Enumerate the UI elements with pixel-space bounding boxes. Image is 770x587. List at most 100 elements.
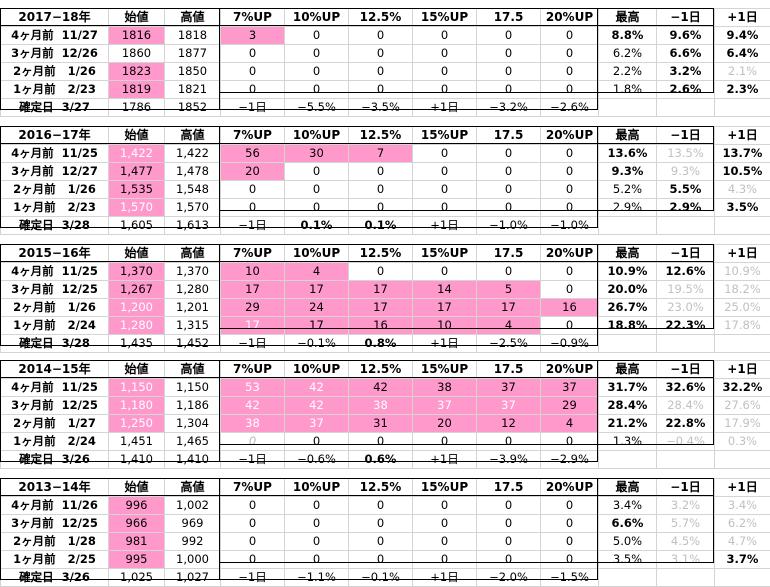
cell[interactable]: 24 [285, 299, 349, 317]
cell[interactable]: 1786 [109, 99, 165, 117]
cell[interactable]: 3.5% [715, 199, 770, 217]
cell[interactable]: 4 [541, 415, 599, 433]
column-header[interactable]: 最高 [599, 245, 657, 263]
cell[interactable] [599, 569, 657, 587]
cell[interactable]: −1日 [221, 569, 285, 587]
cell[interactable]: −1日 [221, 99, 285, 117]
column-header[interactable]: 20%UP [541, 361, 599, 379]
cell[interactable] [599, 217, 657, 235]
cell[interactable]: 1,422 [109, 145, 165, 163]
cell[interactable]: 0 [477, 199, 541, 217]
cell[interactable]: 10 [221, 263, 285, 281]
cell[interactable]: 1,605 [109, 217, 165, 235]
cell[interactable]: 0 [349, 181, 413, 199]
cell[interactable]: 1,570 [165, 199, 221, 217]
cell[interactable]: 21.2% [599, 415, 657, 433]
cell[interactable]: 0 [541, 181, 599, 199]
cell[interactable]: 1,613 [165, 217, 221, 235]
cell[interactable]: 0 [349, 45, 413, 63]
year-title[interactable]: 2016−17年 [1, 127, 109, 145]
cell[interactable]: 0 [349, 63, 413, 81]
cell[interactable]: 0 [221, 81, 285, 99]
column-header[interactable]: 12.5% [349, 127, 413, 145]
cell[interactable]: 17 [285, 317, 349, 335]
cell[interactable]: 5 [477, 281, 541, 299]
cell[interactable]: 13.7% [715, 145, 770, 163]
cell[interactable]: 0 [349, 433, 413, 451]
year-title[interactable]: 2015−16年 [1, 245, 109, 263]
cell[interactable]: 37 [477, 379, 541, 397]
cell[interactable]: 1,201 [165, 299, 221, 317]
cell[interactable]: 1819 [109, 81, 165, 99]
cell[interactable]: 0 [413, 497, 477, 515]
column-header[interactable]: 高値 [165, 361, 221, 379]
cell[interactable] [715, 99, 770, 117]
cell[interactable]: 23.0% [657, 299, 715, 317]
cell[interactable] [657, 335, 715, 353]
cell[interactable]: 20.0% [599, 281, 657, 299]
cell[interactable]: 0 [413, 27, 477, 45]
cell[interactable]: 0 [541, 199, 599, 217]
cell[interactable]: 17 [349, 299, 413, 317]
cell[interactable]: 56 [221, 145, 285, 163]
column-header[interactable]: 高値 [165, 245, 221, 263]
cell[interactable]: 8.8% [599, 27, 657, 45]
cell[interactable]: 1.3% [599, 433, 657, 451]
year-title[interactable]: 2017−18年 [1, 9, 109, 27]
cell[interactable]: 0 [541, 45, 599, 63]
cell[interactable]: 1,000 [165, 551, 221, 569]
column-header[interactable]: 20%UP [541, 245, 599, 263]
row-label[interactable]: 確定日 3/28 [1, 335, 109, 353]
cell[interactable]: 12.6% [657, 263, 715, 281]
cell[interactable]: 2.9% [657, 199, 715, 217]
cell[interactable]: −1日 [221, 335, 285, 353]
column-header[interactable]: −1日 [657, 9, 715, 27]
cell[interactable] [657, 217, 715, 235]
cell[interactable]: 5.2% [599, 181, 657, 199]
column-header[interactable]: 最高 [599, 361, 657, 379]
column-header[interactable]: 7%UP [221, 361, 285, 379]
cell[interactable]: 17 [285, 281, 349, 299]
cell[interactable]: 0 [221, 63, 285, 81]
cell[interactable]: 0 [477, 81, 541, 99]
cell[interactable]: 996 [109, 497, 165, 515]
cell[interactable]: 0 [349, 533, 413, 551]
cell[interactable]: 4.7% [715, 533, 770, 551]
cell[interactable]: 9.6% [657, 27, 715, 45]
cell[interactable]: 0 [349, 497, 413, 515]
cell[interactable]: 1,186 [165, 397, 221, 415]
cell[interactable]: 0.8% [349, 335, 413, 353]
cell[interactable]: 25.0% [715, 299, 770, 317]
cell[interactable]: 10.5% [715, 163, 770, 181]
cell[interactable]: 0 [477, 533, 541, 551]
cell[interactable]: 26.7% [599, 299, 657, 317]
cell[interactable]: 0 [285, 63, 349, 81]
cell[interactable]: 27.6% [715, 397, 770, 415]
cell[interactable]: 0 [413, 163, 477, 181]
cell[interactable]: 53 [221, 379, 285, 397]
cell[interactable]: 2.3% [715, 81, 770, 99]
cell[interactable]: 2.9% [599, 199, 657, 217]
cell[interactable]: 0 [477, 551, 541, 569]
cell[interactable]: 12 [477, 415, 541, 433]
cell[interactable]: 3.7% [715, 551, 770, 569]
cell[interactable]: 0 [477, 433, 541, 451]
cell[interactable]: −3.5% [349, 99, 413, 117]
cell[interactable]: 17 [221, 281, 285, 299]
cell[interactable]: −0.4% [657, 433, 715, 451]
cell[interactable]: 3.4% [715, 497, 770, 515]
cell[interactable]: 32.2% [715, 379, 770, 397]
cell[interactable]: −1.5% [541, 569, 599, 587]
cell[interactable]: 29 [541, 397, 599, 415]
cell[interactable]: 1877 [165, 45, 221, 63]
cell[interactable]: 1850 [165, 63, 221, 81]
cell[interactable]: 0.1% [349, 217, 413, 235]
cell[interactable]: 0 [349, 27, 413, 45]
cell[interactable]: 0 [349, 515, 413, 533]
cell[interactable]: 0 [413, 63, 477, 81]
column-header[interactable]: 最高 [599, 479, 657, 497]
column-header[interactable]: −1日 [657, 361, 715, 379]
cell[interactable]: 37 [285, 415, 349, 433]
column-header[interactable]: 高値 [165, 127, 221, 145]
cell[interactable]: 0 [413, 551, 477, 569]
